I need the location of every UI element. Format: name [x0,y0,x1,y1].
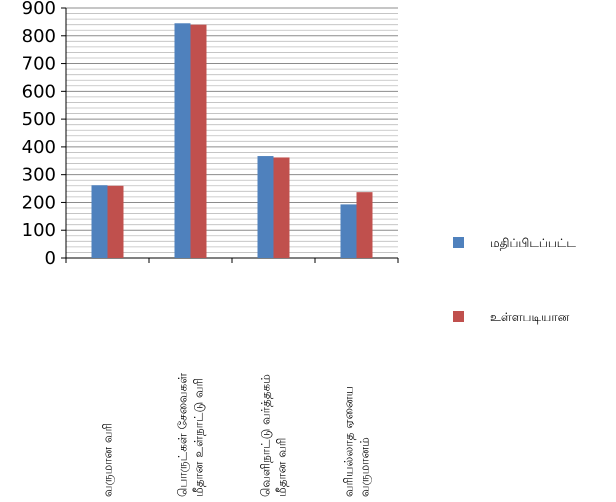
bar-estimated-2 [257,156,274,258]
x-category-label-line: பொருட்கள் சேவைகள் [176,373,191,497]
y-tick-label: 900 [22,0,56,19]
y-tick-label: 0 [45,248,56,269]
x-category-label-line: மீதான உள்நாட்டு வரி [192,378,206,497]
x-category-label-line: வெளிநாட்டு வர்த்தகம் [259,374,273,497]
x-category-label: பொருட்கள் சேவைகள் மீதான உள்நாட்டு வரி [176,373,206,497]
bar-estimated-1 [174,23,191,259]
y-tick-label: 600 [22,81,56,102]
bar-actual-3 [356,192,373,258]
y-tick-label: 300 [22,165,56,186]
bar-estimated-0 [91,185,108,258]
bar-actual-0 [107,185,124,258]
legend-label: உள்ளபடியான [490,310,570,324]
x-category-label-line: மீதான வரி [275,438,289,497]
legend: மதிப்பிடப்பட்ட உள்ளபடியான [453,236,576,324]
x-category-label-line: வருமானம் [358,437,373,497]
bar-actual-1 [190,24,207,258]
y-tick-label: 200 [22,192,56,213]
y-tick-label: 100 [22,220,56,241]
labels: 0 100 200 300 400 500 600 700 800 900 வருமான வரி பொ… [22,0,373,497]
bars [91,23,373,259]
legend-swatch [453,311,464,322]
x-category-label: வரியல்லாத ஏனைய வருமானம் [342,386,373,497]
legend-swatch [453,237,464,248]
y-tick-label: 800 [22,26,56,47]
bar-actual-2 [273,157,290,258]
x-category-label-line: வருமான வரி [101,423,116,497]
x-category-label: வெளிநாட்டு வர்த்தகம் மீதான வரி [259,374,289,497]
y-tick-label: 700 [22,54,56,75]
x-category-label-line: வரியல்லாத ஏனைய [342,386,356,497]
y-tick-label: 500 [22,109,56,130]
x-category-label: வருமான வரி [101,423,116,497]
bar-estimated-3 [340,204,357,258]
legend-label: மதிப்பிடப்பட்ட [490,236,576,250]
y-tick-label: 400 [22,137,56,158]
